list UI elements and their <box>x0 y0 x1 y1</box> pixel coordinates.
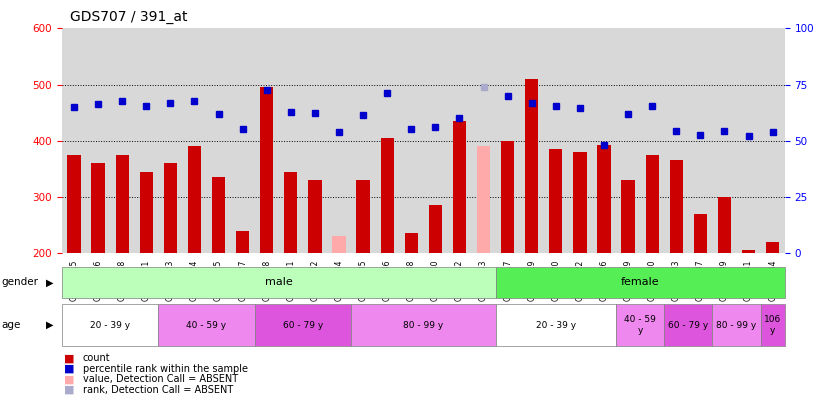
Bar <box>573 152 586 253</box>
Bar <box>116 155 129 253</box>
Bar <box>254 304 351 346</box>
Bar <box>718 197 731 253</box>
Text: ▶: ▶ <box>45 320 54 330</box>
Text: gender: gender <box>2 277 39 288</box>
Text: 80 - 99 y: 80 - 99 y <box>716 320 757 330</box>
Bar <box>549 149 563 253</box>
Text: male: male <box>265 277 292 288</box>
Text: ■: ■ <box>64 375 75 384</box>
Bar <box>62 267 496 298</box>
Bar <box>381 138 394 253</box>
Bar <box>616 304 664 346</box>
Bar <box>477 146 490 253</box>
Bar <box>308 180 321 253</box>
Bar <box>260 87 273 253</box>
Text: 20 - 39 y: 20 - 39 y <box>90 320 131 330</box>
Bar <box>212 177 225 253</box>
Bar <box>62 304 159 346</box>
Bar <box>670 160 683 253</box>
Bar <box>453 121 466 253</box>
Bar <box>332 236 345 253</box>
Text: age: age <box>2 320 21 330</box>
Text: female: female <box>621 277 659 288</box>
Bar <box>496 267 785 298</box>
Text: ▶: ▶ <box>45 277 54 288</box>
Text: ■: ■ <box>64 354 75 363</box>
Text: GDS707 / 391_at: GDS707 / 391_at <box>70 10 188 24</box>
Bar <box>351 304 496 346</box>
Bar <box>164 163 177 253</box>
Bar <box>597 145 610 253</box>
Bar <box>761 304 785 346</box>
Text: 40 - 59 y: 40 - 59 y <box>187 320 226 330</box>
Bar <box>501 141 515 253</box>
Bar <box>357 180 370 253</box>
Bar <box>712 304 761 346</box>
Bar <box>140 172 153 253</box>
Bar <box>284 172 297 253</box>
Bar <box>766 242 779 253</box>
Bar <box>429 205 442 253</box>
Text: 40 - 59
y: 40 - 59 y <box>624 315 656 335</box>
Text: count: count <box>83 354 110 363</box>
Bar <box>92 163 105 253</box>
Bar <box>694 214 707 253</box>
Text: percentile rank within the sample: percentile rank within the sample <box>83 364 248 374</box>
Text: 20 - 39 y: 20 - 39 y <box>536 320 576 330</box>
Text: 60 - 79 y: 60 - 79 y <box>282 320 323 330</box>
Bar <box>646 155 659 253</box>
Bar <box>525 79 539 253</box>
Bar <box>621 180 634 253</box>
Bar <box>159 304 254 346</box>
Text: rank, Detection Call = ABSENT: rank, Detection Call = ABSENT <box>83 385 233 395</box>
Text: ■: ■ <box>64 364 75 374</box>
Bar <box>496 304 616 346</box>
Text: value, Detection Call = ABSENT: value, Detection Call = ABSENT <box>83 375 238 384</box>
Text: 60 - 79 y: 60 - 79 y <box>668 320 709 330</box>
Bar <box>68 155 81 253</box>
Bar <box>236 231 249 253</box>
Bar <box>188 146 201 253</box>
Bar <box>405 233 418 253</box>
Text: ■: ■ <box>64 385 75 395</box>
Text: 80 - 99 y: 80 - 99 y <box>403 320 444 330</box>
Text: 106
y: 106 y <box>764 315 781 335</box>
Bar <box>664 304 712 346</box>
Bar <box>742 250 755 253</box>
